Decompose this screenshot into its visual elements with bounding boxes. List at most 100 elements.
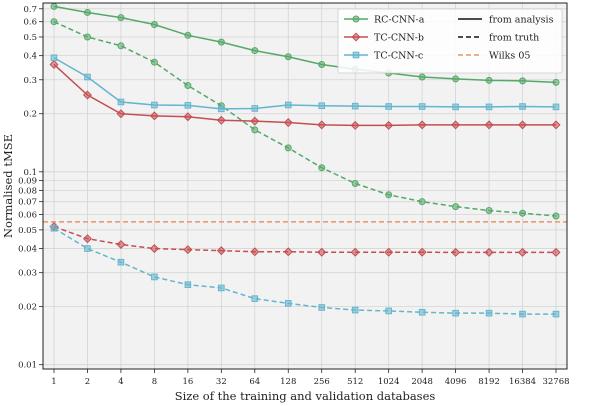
- data-point-marker: [283, 118, 293, 128]
- data-point-marker: [485, 309, 493, 317]
- x-tick-label: 256: [314, 377, 330, 387]
- x-tick-label: 128: [280, 377, 296, 387]
- data-point-marker: [251, 47, 259, 55]
- data-point-marker: [352, 15, 360, 23]
- data-point-marker: [350, 247, 360, 257]
- y-tick-label: 0.6: [23, 18, 37, 28]
- data-point-marker: [519, 209, 527, 217]
- data-point-marker: [452, 75, 460, 83]
- data-point-marker: [216, 246, 226, 256]
- data-point-marker: [351, 306, 359, 314]
- data-point-marker: [284, 300, 292, 307]
- x-tick-label: 512: [347, 377, 363, 387]
- data-point-marker: [418, 103, 426, 110]
- x-tick-label: 8: [152, 377, 157, 387]
- data-point-marker: [350, 120, 360, 130]
- y-tick-label: 0.2: [23, 110, 37, 120]
- data-point-marker: [116, 109, 126, 119]
- series-tc-cnn-b-from-analysis: [49, 59, 561, 130]
- data-point-marker: [84, 245, 91, 252]
- legend-label: from truth: [489, 33, 539, 44]
- series-line: [53, 21, 557, 217]
- legend: RC-CNN-a TC-CNN-b TC-CNN-c from analysis fro…: [337, 8, 563, 74]
- data-point-marker: [485, 103, 493, 111]
- x-tick-label: 16384: [509, 377, 536, 387]
- x-tick-label: 16: [182, 377, 193, 387]
- data-point-marker: [318, 102, 326, 110]
- data-point-marker: [384, 120, 394, 130]
- data-point-marker: [183, 245, 193, 255]
- data-point-marker: [149, 244, 159, 254]
- data-point-marker: [451, 120, 461, 130]
- y-tick-label: 0.7: [23, 5, 37, 15]
- series-tc-cnn-c-from-truth: [50, 224, 560, 318]
- legend-label: Wilks 05: [489, 51, 530, 62]
- y-tick-label: 0.3: [23, 76, 37, 86]
- data-point-marker: [283, 247, 293, 257]
- x-axis-ticks: 1 2 4 8 16 32 64 128 256 512 1024 2048 4096 8192 16384…: [51, 369, 570, 387]
- data-point-marker: [451, 247, 461, 257]
- x-tick-label: 4096: [445, 377, 467, 387]
- y-tick-label: 0.05: [18, 226, 37, 236]
- x-tick-label: 1: [51, 377, 56, 387]
- data-point-marker: [417, 120, 427, 130]
- legend-label: RC-CNN-a: [374, 15, 425, 26]
- data-point-marker: [251, 126, 259, 134]
- data-point-marker: [117, 14, 125, 22]
- data-point-marker: [83, 33, 91, 41]
- data-point-marker: [82, 90, 92, 100]
- y-tick-label: 0.07: [18, 198, 37, 208]
- data-point-marker: [150, 58, 158, 66]
- data-point-marker: [250, 116, 260, 126]
- data-point-marker: [418, 308, 426, 316]
- data-point-marker: [552, 103, 560, 111]
- x-axis-label: Size of the training and validation data…: [175, 389, 436, 403]
- x-tick-label: 32: [216, 377, 227, 387]
- data-point-marker: [518, 247, 528, 257]
- data-point-marker: [184, 281, 192, 288]
- data-point-marker: [485, 76, 493, 84]
- y-tick-label: 0.4: [23, 52, 37, 62]
- data-point-marker: [216, 115, 226, 125]
- series-group: [49, 2, 561, 318]
- data-point-marker: [284, 53, 292, 61]
- data-point-marker: [318, 60, 326, 68]
- data-point-marker: [417, 247, 427, 257]
- data-point-marker: [50, 18, 58, 26]
- data-point-marker: [551, 247, 561, 257]
- data-point-marker: [49, 59, 59, 69]
- y-tick-label: 0.08: [18, 186, 37, 196]
- x-tick-label: 1024: [378, 377, 400, 387]
- data-point-marker: [50, 54, 58, 62]
- data-point-marker: [184, 31, 192, 39]
- data-point-marker: [552, 310, 560, 318]
- data-point-marker: [83, 8, 91, 16]
- data-point-marker: [217, 38, 225, 46]
- y-tick-label: 0.04: [18, 245, 37, 255]
- data-point-marker: [519, 103, 526, 110]
- data-point-marker: [250, 247, 260, 257]
- data-point-marker: [418, 198, 426, 206]
- data-point-marker: [351, 179, 359, 187]
- data-point-marker: [184, 82, 192, 90]
- data-point-marker: [116, 239, 126, 249]
- data-point-marker: [50, 2, 58, 10]
- data-point-marker: [518, 120, 528, 130]
- x-tick-label: 2: [85, 377, 90, 387]
- x-tick-label: 64: [249, 377, 260, 387]
- data-point-marker: [484, 247, 494, 257]
- data-point-marker: [385, 103, 392, 110]
- data-point-marker: [351, 32, 361, 42]
- y-tick-label: 0.1: [23, 168, 37, 178]
- data-point-marker: [519, 77, 527, 85]
- data-point-marker: [251, 105, 259, 112]
- series-line: [53, 63, 556, 127]
- data-point-marker: [384, 247, 394, 257]
- y-axis-label: Normalised tMSE: [1, 134, 15, 238]
- data-point-marker: [485, 207, 493, 215]
- series-line: [53, 57, 557, 110]
- x-tick-label: 8192: [478, 377, 500, 387]
- data-point-marker: [151, 273, 158, 281]
- series-line: [53, 5, 557, 84]
